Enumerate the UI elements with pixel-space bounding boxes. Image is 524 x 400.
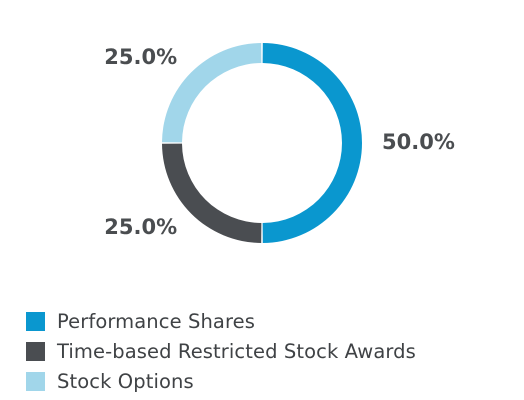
slice-time-based-restricted-stock-awards: [162, 143, 262, 243]
legend-label-time-based-restricted-stock-awards: Time-based Restricted Stock Awards: [57, 339, 416, 363]
slice-stock-options: [162, 43, 262, 143]
legend-swatch-performance-shares: [26, 311, 45, 331]
donut-chart: 50.0% 25.0% 25.0%: [104, 43, 455, 243]
slice-label-performance-shares: 50.0%: [382, 130, 455, 154]
legend-item-stock-options: Stock Options: [26, 366, 416, 396]
slice-label-stock-options: 25.0%: [104, 45, 177, 69]
legend-label-stock-options: Stock Options: [57, 369, 194, 393]
slice-labels: 50.0% 25.0% 25.0%: [104, 45, 455, 239]
slice-performance-shares: [262, 43, 362, 243]
legend-swatch-time-based-restricted-stock-awards: [26, 341, 45, 361]
donut-slices: [162, 43, 362, 243]
slice-label-time-based-restricted-stock-awards: 25.0%: [104, 215, 177, 239]
chart-legend: Performance Shares Time-based Restricted…: [26, 306, 416, 396]
legend-swatch-stock-options: [26, 371, 45, 391]
legend-item-performance-shares: Performance Shares: [26, 306, 416, 336]
legend-item-time-based-restricted-stock-awards: Time-based Restricted Stock Awards: [26, 336, 416, 366]
legend-label-performance-shares: Performance Shares: [57, 309, 255, 333]
